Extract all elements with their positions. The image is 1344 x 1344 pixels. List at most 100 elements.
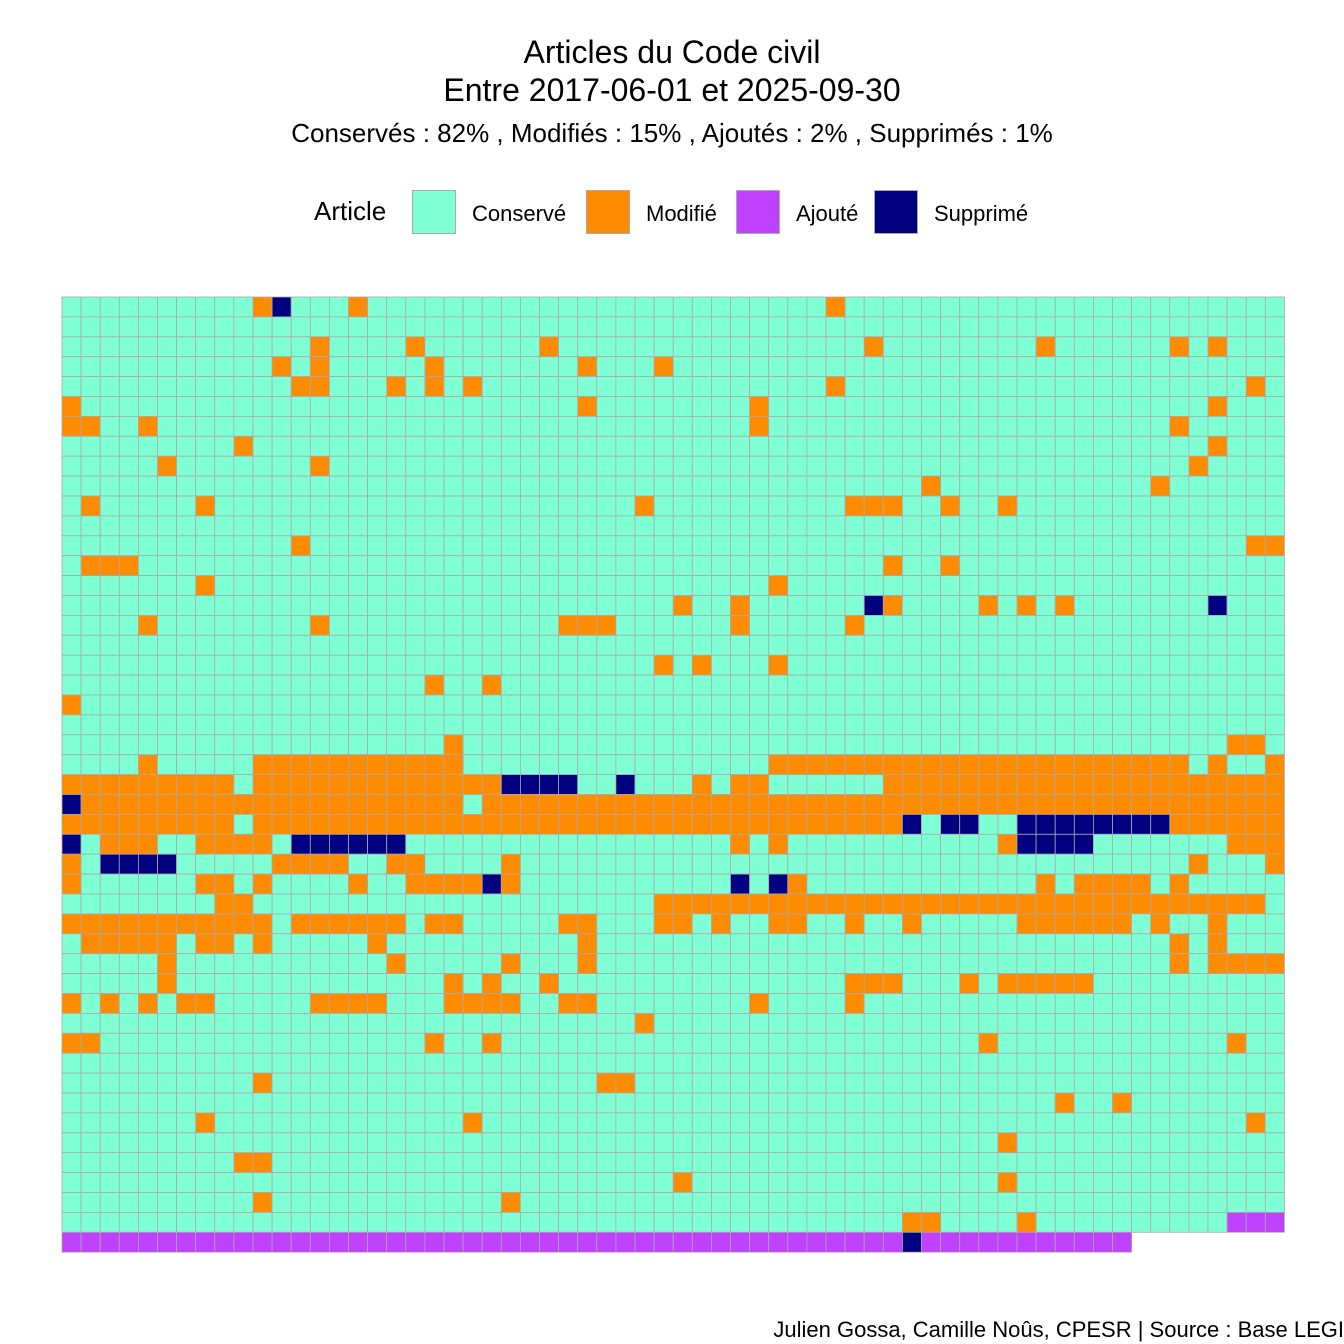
- cell-conserve: [481, 316, 502, 338]
- cell-modifie: [1226, 833, 1247, 855]
- cell-modifie: [940, 794, 961, 815]
- cell-supprime: [137, 853, 158, 875]
- cell-conserve: [195, 674, 216, 696]
- cell-conserve: [1073, 953, 1094, 975]
- cell-conserve: [1112, 595, 1133, 616]
- cell-conserve: [634, 515, 655, 537]
- cell-conserve: [749, 376, 770, 397]
- cell-conserve: [176, 376, 197, 397]
- cell-conserve: [424, 1152, 445, 1173]
- cell-conserve: [997, 336, 1018, 358]
- cell-modifie: [271, 356, 292, 378]
- cell-conserve: [1226, 873, 1247, 895]
- cell-conserve: [691, 734, 712, 756]
- cell-conserve: [500, 296, 521, 318]
- cell-conserve: [691, 913, 712, 935]
- cell-conserve: [1188, 1212, 1209, 1233]
- cell-conserve: [1016, 1092, 1037, 1114]
- cell-conserve: [787, 336, 808, 358]
- cell-conserve: [1035, 853, 1056, 875]
- cell-conserve: [959, 1212, 980, 1233]
- cell-conserve: [615, 893, 636, 915]
- cell-conserve: [730, 754, 751, 776]
- cell-conserve: [1207, 1152, 1228, 1173]
- cell-conserve: [1245, 555, 1266, 577]
- cell-conserve: [61, 475, 82, 497]
- cell-conserve: [691, 495, 712, 517]
- cell-conserve: [252, 1052, 273, 1074]
- cell-conserve: [424, 515, 445, 537]
- cell-modifie: [424, 913, 445, 935]
- cell-conserve: [80, 714, 101, 736]
- cell-conserve: [195, 654, 216, 676]
- cell-conserve: [80, 694, 101, 716]
- cell-conserve: [577, 1132, 598, 1154]
- cell-conserve: [99, 973, 120, 994]
- cell-conserve: [99, 893, 120, 915]
- cell-conserve: [271, 1112, 292, 1134]
- cell-conserve: [1150, 595, 1171, 616]
- cell-conserve: [1169, 833, 1190, 855]
- cell-conserve: [309, 495, 330, 517]
- cell-conserve: [691, 515, 712, 537]
- cell-conserve: [997, 296, 1018, 318]
- cell-conserve: [691, 1192, 712, 1213]
- cell-conserve: [1264, 575, 1285, 596]
- cell-conserve: [520, 615, 540, 636]
- cell-conserve: [462, 455, 483, 477]
- cell-conserve: [386, 714, 407, 736]
- cell-conserve: [500, 933, 521, 955]
- cell-conserve: [730, 1032, 751, 1054]
- cell-modifie: [1035, 873, 1056, 895]
- cell-conserve: [539, 515, 560, 537]
- cell-conserve: [271, 993, 292, 1014]
- cell-conserve: [1150, 1192, 1171, 1213]
- cell-conserve: [61, 495, 82, 517]
- cell-conserve: [615, 933, 636, 955]
- cell-conserve: [1264, 1032, 1285, 1054]
- cell-modifie: [672, 913, 693, 935]
- cell-conserve: [921, 1112, 942, 1134]
- cell-conserve: [500, 495, 521, 517]
- cell-conserve: [386, 1212, 407, 1233]
- cell-modifie: [997, 1172, 1018, 1193]
- cell-modifie: [749, 814, 770, 835]
- cell-supprime: [61, 794, 82, 815]
- cell-conserve: [118, 953, 139, 975]
- cell-conserve: [978, 993, 999, 1014]
- cell-conserve: [1112, 555, 1133, 577]
- cell-conserve: [1073, 734, 1094, 756]
- cell-conserve: [424, 535, 445, 557]
- cell-modifie: [328, 774, 349, 795]
- cell-conserve: [768, 1132, 789, 1154]
- cell-conserve: [1131, 734, 1152, 756]
- cell-conserve: [577, 714, 598, 736]
- cell-conserve: [672, 435, 693, 457]
- cell-conserve: [806, 495, 827, 517]
- cell-modifie: [768, 754, 789, 776]
- cell-ajoute: [615, 1231, 636, 1253]
- cell-conserve: [118, 993, 139, 1014]
- cell-conserve: [195, 893, 216, 915]
- cell-conserve: [825, 654, 846, 676]
- cell-conserve: [214, 734, 235, 756]
- cell-conserve: [195, 1152, 216, 1173]
- cell-conserve: [195, 396, 216, 417]
- chart-title: Articles du Code civil: [523, 34, 821, 70]
- cell-conserve: [367, 336, 388, 358]
- cell-conserve: [214, 296, 235, 318]
- cell-conserve: [749, 475, 770, 497]
- cell-conserve: [176, 694, 197, 716]
- cell-conserve: [997, 873, 1018, 895]
- cell-conserve: [615, 555, 636, 577]
- cell-conserve: [309, 1192, 330, 1213]
- cell-conserve: [997, 634, 1018, 656]
- cell-conserve: [730, 913, 751, 935]
- cell-conserve: [596, 1052, 617, 1074]
- cell-conserve: [80, 634, 101, 656]
- cell-conserve: [1188, 833, 1209, 855]
- cell-conserve: [539, 1132, 560, 1154]
- cell-ajoute: [1112, 1231, 1133, 1253]
- cell-conserve: [328, 555, 349, 577]
- cell-conserve: [520, 654, 540, 676]
